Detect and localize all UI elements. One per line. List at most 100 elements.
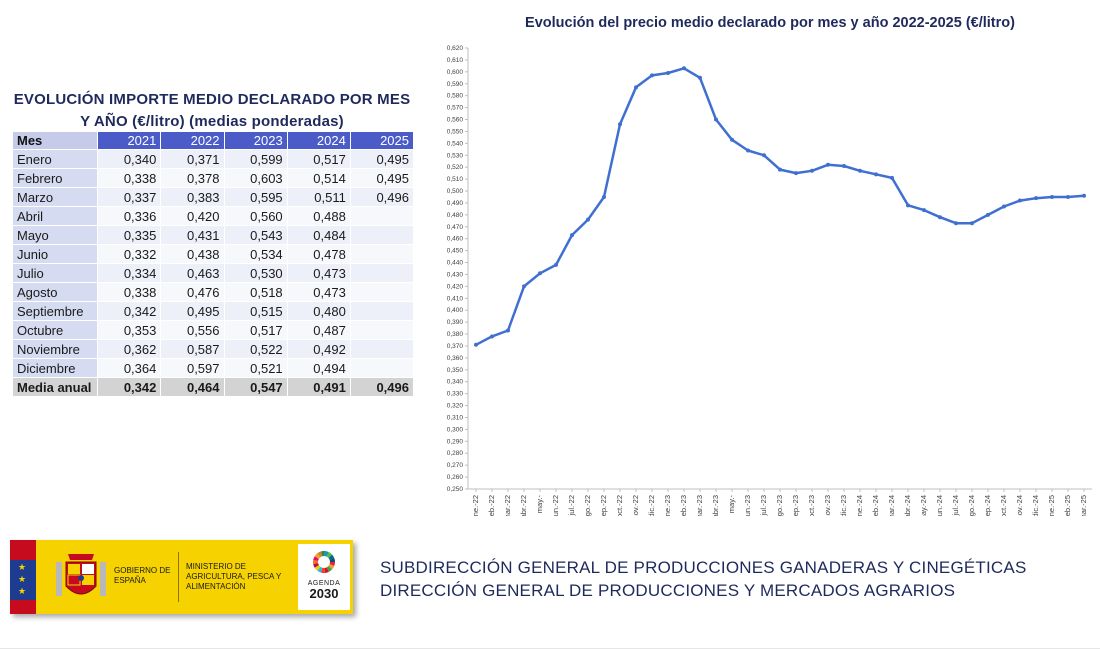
month-cell: Noviembre <box>13 340 98 358</box>
value-cell: 0,342 <box>98 302 161 320</box>
y-tick-label: 0,340 <box>447 379 464 386</box>
value-cell: 0,438 <box>161 245 224 263</box>
y-tick-label: 0,300 <box>447 426 464 433</box>
value-cell: 0,517 <box>224 321 287 339</box>
x-tick-label: ene.-23 <box>663 495 672 516</box>
data-point <box>890 175 894 180</box>
month-cell: Agosto <box>13 283 98 301</box>
data-point <box>506 328 510 333</box>
annual-value-cell: 0,496 <box>350 378 413 396</box>
value-cell: 0,463 <box>161 264 224 282</box>
value-cell: 0,431 <box>161 226 224 244</box>
value-cell: 0,587 <box>161 340 224 358</box>
sdg-wheel-segment <box>317 551 323 558</box>
month-cell: Abril <box>13 207 98 225</box>
value-cell: 0,556 <box>161 321 224 339</box>
y-tick-label: 0,260 <box>447 474 464 481</box>
value-cell: 0,495 <box>161 302 224 320</box>
y-tick-label: 0,460 <box>447 236 464 243</box>
x-tick-label: feb.-24 <box>871 495 880 516</box>
x-tick-label: abr.-23 <box>711 495 720 516</box>
value-cell <box>350 321 413 339</box>
data-point <box>906 203 910 208</box>
value-cell <box>350 283 413 301</box>
x-tick-label: ene.-22 <box>471 495 480 516</box>
value-cell: 0,378 <box>161 169 224 187</box>
flag-strip: ★ ★ ★ <box>10 540 36 614</box>
sdg-wheel-segment <box>329 562 335 566</box>
data-point <box>1002 204 1006 209</box>
value-cell: 0,338 <box>98 169 161 187</box>
x-tick-label: feb.-22 <box>487 495 496 516</box>
y-tick-label: 0,530 <box>447 152 464 159</box>
y-tick-label: 0,520 <box>447 164 464 171</box>
data-point <box>586 217 590 222</box>
y-tick-label: 0,470 <box>447 224 464 231</box>
annual-value-cell: 0,547 <box>224 378 287 396</box>
year-column-header: 2024 <box>287 132 350 149</box>
y-tick-label: 0,290 <box>447 438 464 445</box>
sdg-wheel-icon <box>313 551 335 573</box>
data-point <box>1082 193 1086 198</box>
annual-value-cell: 0,491 <box>287 378 350 396</box>
y-tick-label: 0,360 <box>447 355 464 362</box>
month-cell: Enero <box>13 150 98 168</box>
sdg-wheel-segment <box>320 567 326 573</box>
sdg-wheel-segment <box>313 563 319 568</box>
value-cell: 0,476 <box>161 283 224 301</box>
x-tick-label: dic.-22 <box>647 495 656 516</box>
x-tick-label: mar.-22 <box>503 495 512 516</box>
year-column-header: 2023 <box>224 132 287 149</box>
x-tick-label: dic.-23 <box>839 495 848 516</box>
value-cell: 0,488 <box>287 207 350 225</box>
sdg-wheel-segment <box>314 553 321 559</box>
x-tick-label: abr.-24 <box>903 495 912 516</box>
value-cell: 0,338 <box>98 283 161 301</box>
price-table: Mes 2021 2022 2023 2024 2025 Enero 0,340 0,371… <box>12 131 414 397</box>
value-cell: 0,511 <box>287 188 350 206</box>
value-cell: 0,521 <box>224 359 287 377</box>
y-tick-label: 0,500 <box>447 188 464 195</box>
table-row: Enero 0,340 0,371 0,599 0,517 0,495 <box>13 150 413 168</box>
coat-of-arms-icon <box>56 554 106 596</box>
sdg-wheel-segment <box>313 559 319 565</box>
x-tick-label: jul.-23 <box>759 495 768 516</box>
series-line <box>475 67 1085 346</box>
month-cell: Junio <box>13 245 98 263</box>
y-tick-label: 0,250 <box>447 486 464 493</box>
data-point <box>762 153 766 158</box>
value-cell: 0,480 <box>287 302 350 320</box>
year-column-header: 2025 <box>350 132 413 149</box>
data-point <box>570 233 574 238</box>
sdg-wheel-segment <box>328 564 335 570</box>
value-cell: 0,337 <box>98 188 161 206</box>
table-body: Enero 0,340 0,371 0,599 0,517 0,495 Febrero 0,3… <box>13 150 413 396</box>
y-tick-label: 0,370 <box>447 343 464 350</box>
data-point <box>810 168 814 173</box>
x-tick-label: sep.-24 <box>983 495 992 516</box>
x-tick-label: ene.-25 <box>1047 495 1056 516</box>
x-tick-label: feb.-23 <box>679 495 688 516</box>
y-tick-label: 0,420 <box>447 283 464 290</box>
x-tick-label: ago.-23 <box>775 495 784 516</box>
table-row: Junio 0,332 0,438 0,534 0,478 <box>13 245 413 263</box>
x-tick-label: mar.-24 <box>887 495 896 516</box>
month-cell: Octubre <box>13 321 98 339</box>
value-cell: 0,332 <box>98 245 161 263</box>
x-tick-label: jun.-22 <box>551 495 560 516</box>
x-tick-label: sep.-22 <box>599 495 608 516</box>
value-cell: 0,530 <box>224 264 287 282</box>
footer-line-1: SUBDIRECCIÓN GENERAL DE PRODUCCIONES GAN… <box>380 558 1027 577</box>
data-point <box>618 122 622 127</box>
data-point <box>666 71 670 76</box>
sdg-wheel-segment <box>329 558 335 562</box>
logo-divider <box>178 552 179 602</box>
x-tick-label: jun.-23 <box>743 495 752 516</box>
table-row: Febrero 0,338 0,378 0,603 0,514 0,495 <box>13 169 413 187</box>
y-tick-label: 0,270 <box>447 462 464 469</box>
data-point <box>1050 194 1054 199</box>
sdg-wheel-segment <box>317 566 323 573</box>
data-point <box>698 75 702 80</box>
y-tick-label: 0,580 <box>447 93 464 100</box>
value-cell <box>350 302 413 320</box>
